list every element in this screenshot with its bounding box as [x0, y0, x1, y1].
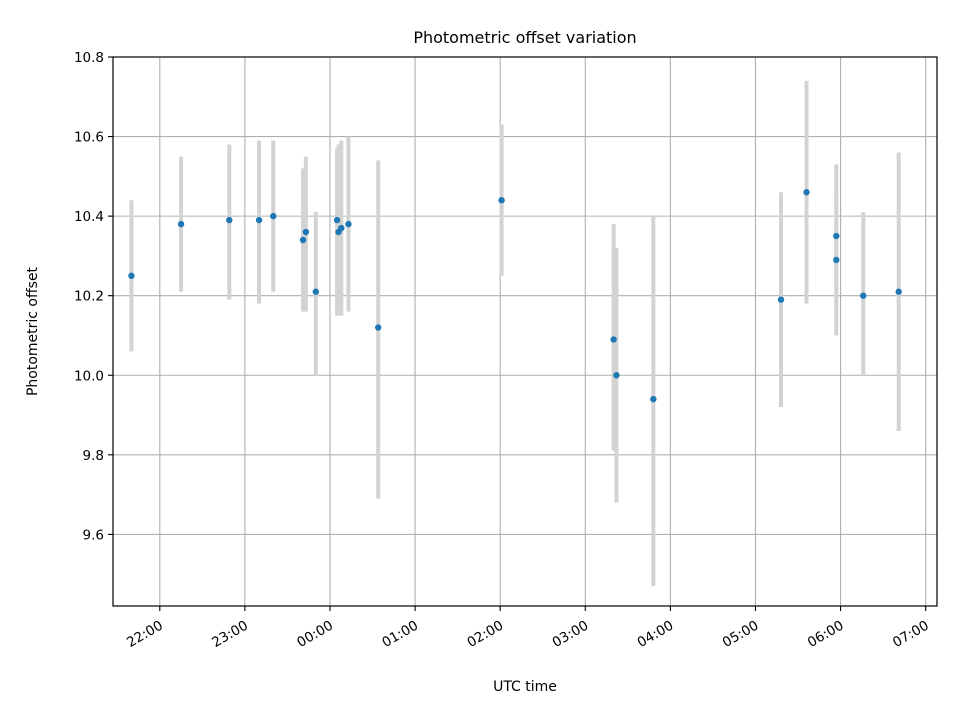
x-axis-label: UTC time: [493, 679, 557, 695]
plot-frame: [112, 56, 938, 607]
data-point: [498, 197, 505, 204]
data-point: [312, 288, 320, 295]
y-tick-label: 10.8: [74, 50, 104, 66]
y-tick-label: 10.4: [74, 209, 104, 225]
data-point: [777, 296, 785, 303]
data-point: [375, 324, 382, 331]
y-tick-label: 10.6: [74, 130, 104, 146]
data-point: [177, 220, 185, 228]
data-point: [610, 336, 617, 343]
y-tick-label: 10.0: [74, 368, 104, 384]
data-point: [299, 236, 307, 244]
y-tick-label: 10.2: [74, 289, 104, 305]
data-point: [128, 272, 135, 280]
data-point: [338, 224, 345, 232]
data-point: [860, 292, 867, 299]
y-tick-label: 9.8: [83, 448, 104, 464]
data-point: [270, 212, 277, 220]
data-point: [345, 220, 352, 228]
data-point: [833, 232, 840, 240]
data-point: [333, 216, 341, 224]
data-point: [302, 228, 310, 236]
data-point: [226, 216, 233, 224]
y-axis-label: Photometric offset: [25, 266, 41, 396]
data-point: [650, 395, 657, 403]
data-point: [613, 372, 620, 379]
chart-title: Photometric offset variation: [413, 28, 636, 47]
data-point: [803, 189, 810, 196]
data-point: [895, 288, 902, 295]
data-point: [255, 216, 263, 224]
data-points: [128, 189, 902, 403]
data-point: [833, 256, 840, 264]
y-tick-label: 9.6: [83, 527, 104, 543]
